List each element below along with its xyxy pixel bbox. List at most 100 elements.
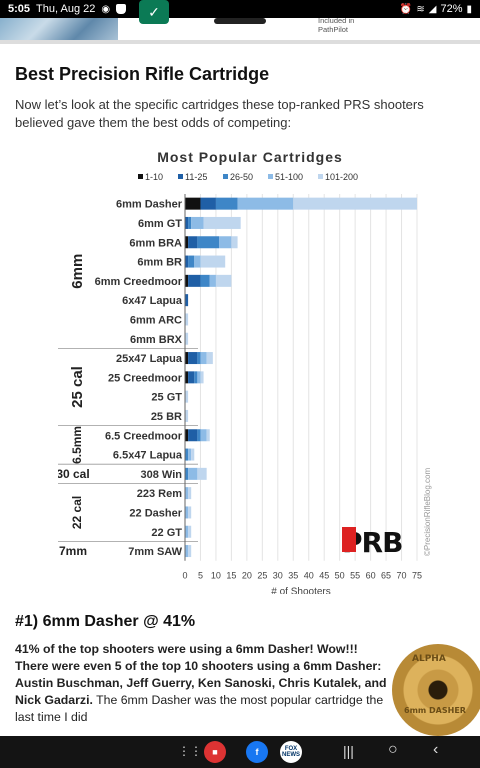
section-text: The 6mm Dasher was the most popular cart… bbox=[15, 693, 384, 724]
bar-segment bbox=[185, 506, 189, 519]
bar-segment bbox=[188, 429, 198, 442]
category-label: 22 GT bbox=[151, 527, 182, 539]
bar-segment bbox=[215, 274, 232, 287]
pathpilot-caption: Included in PathPilot bbox=[318, 16, 355, 34]
category-label: 6mm ARC bbox=[130, 314, 182, 326]
x-tick-label: 20 bbox=[242, 571, 252, 581]
x-tick-label: 30 bbox=[273, 571, 283, 581]
x-tick-label: 45 bbox=[319, 571, 329, 581]
bar-segment bbox=[219, 236, 232, 249]
bar-segment bbox=[188, 448, 192, 461]
category-label: 25x47 Lapua bbox=[116, 353, 183, 365]
bar-segment bbox=[188, 545, 192, 558]
bar-segment bbox=[188, 255, 195, 268]
bar-segment bbox=[185, 545, 189, 558]
bar-segment bbox=[188, 525, 192, 538]
bar-segment bbox=[185, 236, 189, 249]
alarm-icon: ⏰ bbox=[399, 3, 413, 15]
group-label: 6.5mm bbox=[70, 426, 84, 464]
x-tick-label: 40 bbox=[304, 571, 314, 581]
bar-segment bbox=[197, 429, 201, 442]
category-label: 6mm BRA bbox=[129, 237, 182, 249]
x-tick-label: 10 bbox=[211, 571, 221, 581]
bar-segment bbox=[200, 255, 226, 268]
status-time: 5:05 bbox=[8, 3, 31, 15]
x-axis-label: # of Shooters bbox=[271, 587, 330, 594]
check-button[interactable]: ✓ bbox=[139, 0, 169, 24]
bar-segment bbox=[215, 197, 238, 210]
category-label: 308 Win bbox=[141, 469, 183, 481]
chart-watermark: ©PrecisionRifleBlog.com bbox=[423, 468, 432, 556]
category-label: 22 Dasher bbox=[129, 507, 182, 519]
bar-segment bbox=[188, 487, 192, 500]
group-label: 30 cal bbox=[58, 467, 90, 481]
apps-grid-icon[interactable]: ⋮⋮ bbox=[178, 744, 202, 758]
bar-segment bbox=[185, 429, 189, 442]
article-heading: Best Precision Rifle Cartridge bbox=[15, 64, 270, 84]
bar-segment bbox=[188, 506, 192, 519]
bar-segment bbox=[188, 352, 198, 365]
popular-cartridges-chart: Most Popular Cartridges 1-10 11-25 26-50 51-… bbox=[58, 149, 432, 594]
bar-segment bbox=[185, 274, 189, 287]
chart-title: Most Popular Cartridges bbox=[157, 149, 343, 165]
x-tick-label: 5 bbox=[198, 571, 203, 581]
x-tick-label: 35 bbox=[288, 571, 298, 581]
wifi-icon: ≋ bbox=[416, 3, 425, 15]
navigation-bar bbox=[0, 736, 480, 768]
bar-segment bbox=[185, 525, 189, 538]
bar-segment bbox=[185, 390, 189, 403]
x-tick-label: 50 bbox=[335, 571, 345, 581]
bar-segment bbox=[200, 197, 216, 210]
cartridge-casing-image bbox=[392, 644, 480, 736]
legend-label-26-50: 26-50 bbox=[230, 172, 253, 182]
bar-segment bbox=[185, 467, 189, 480]
legend-swatch-11-25 bbox=[178, 174, 183, 179]
x-tick-label: 65 bbox=[381, 571, 391, 581]
x-tick-label: 75 bbox=[412, 571, 422, 581]
back-button-icon[interactable]: ‹ bbox=[433, 741, 439, 758]
divider bbox=[0, 40, 480, 44]
category-label: 6mm Creedmoor bbox=[95, 276, 183, 288]
bar-segment bbox=[200, 274, 210, 287]
status-date: Thu, Aug 22 bbox=[36, 3, 96, 15]
bar-segment bbox=[237, 197, 294, 210]
prb-logo-accent bbox=[342, 527, 356, 552]
bar-segment bbox=[293, 197, 417, 210]
category-label: 25 GT bbox=[151, 392, 182, 404]
x-tick-label: 55 bbox=[350, 571, 360, 581]
group-label: 22 cal bbox=[70, 496, 84, 529]
bar-segment bbox=[185, 409, 189, 422]
bar-segment bbox=[197, 467, 207, 480]
category-label: 7mm SAW bbox=[128, 546, 182, 558]
group-label: 7mm bbox=[59, 544, 87, 558]
status-bar: 5:05 Thu, Aug 22 ◉ ⏰ ≋ ◢ 72% ▮ bbox=[0, 0, 480, 18]
signal-icon: ◢ bbox=[428, 3, 437, 15]
category-label: 6.5x47 Lapua bbox=[113, 450, 183, 462]
intro-paragraph: Now let’s look at the specific cartridge… bbox=[15, 97, 424, 130]
bar-segment bbox=[185, 371, 189, 384]
bar-segment bbox=[200, 352, 207, 365]
legend-label-1-10: 1-10 bbox=[145, 172, 163, 182]
legend-label-101-200: 101-200 bbox=[325, 172, 358, 182]
casing-headstamp-brand: ALPHA bbox=[412, 654, 446, 664]
fox-news-icon[interactable]: FOX NEWS bbox=[280, 741, 302, 763]
app-shortcut-icon[interactable]: ■ bbox=[204, 741, 226, 763]
x-tick-label: 60 bbox=[366, 571, 376, 581]
bar-segment bbox=[188, 236, 198, 249]
notification-icon bbox=[116, 4, 127, 14]
bar-segment bbox=[194, 371, 198, 384]
legend-swatch-51-100 bbox=[268, 174, 273, 179]
bar-segment bbox=[197, 352, 201, 365]
bar-segment bbox=[185, 197, 201, 210]
camera-cutout bbox=[214, 18, 266, 24]
bar-segment bbox=[203, 216, 241, 229]
home-button-icon[interactable]: ○ bbox=[388, 741, 398, 758]
bar-segment bbox=[188, 216, 192, 229]
bar-segment bbox=[185, 487, 189, 500]
category-label: 6mm BRX bbox=[130, 334, 183, 346]
recents-button-icon[interactable]: ||| bbox=[343, 743, 354, 759]
casing-headstamp-caliber: 6mm DASHER bbox=[404, 706, 466, 715]
facebook-icon[interactable]: f bbox=[246, 741, 268, 763]
bar-segment bbox=[200, 371, 204, 384]
bar-segment bbox=[188, 274, 201, 287]
